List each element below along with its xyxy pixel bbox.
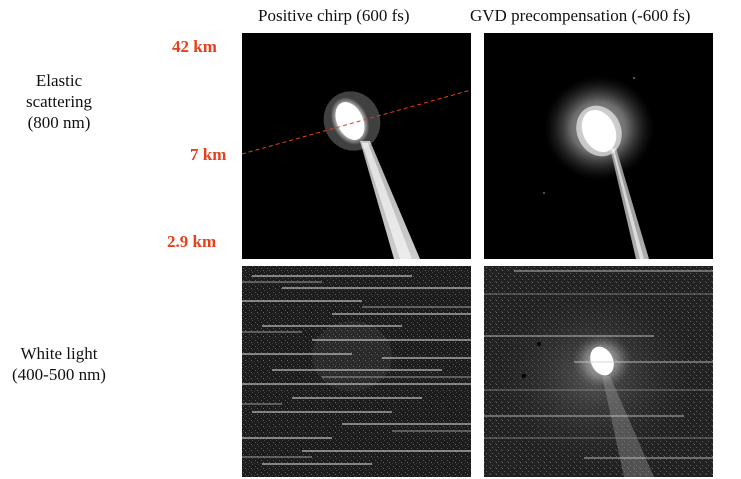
row-label-white-light: White light (400-500 nm) [0,343,118,385]
row-label-elastic-scattering: Elastic scattering (800 nm) [0,70,118,133]
row-label-line: (400-500 nm) [12,365,106,384]
image-white-light-gvd-precompensation [484,266,713,477]
altitude-label-42km: 42 km [172,37,217,56]
image-elastic-positive-chirp [242,33,471,259]
image-elastic-gvd-precompensation [484,33,713,259]
column-title-positive-chirp: Positive chirp (600 fs) [258,6,410,25]
column-title-gvd-precompensation: GVD precompensation (-600 fs) [470,6,691,25]
altitude-label-2-9km: 2.9 km [167,232,217,251]
image-white-light-positive-chirp [242,266,471,477]
row-label-line: White light [20,344,98,363]
altitude-label-7km: 7 km [190,145,227,164]
row-label-line: Elastic [35,71,83,90]
row-label-line: (800 nm) [27,113,91,132]
row-label-line: scattering [25,92,93,111]
